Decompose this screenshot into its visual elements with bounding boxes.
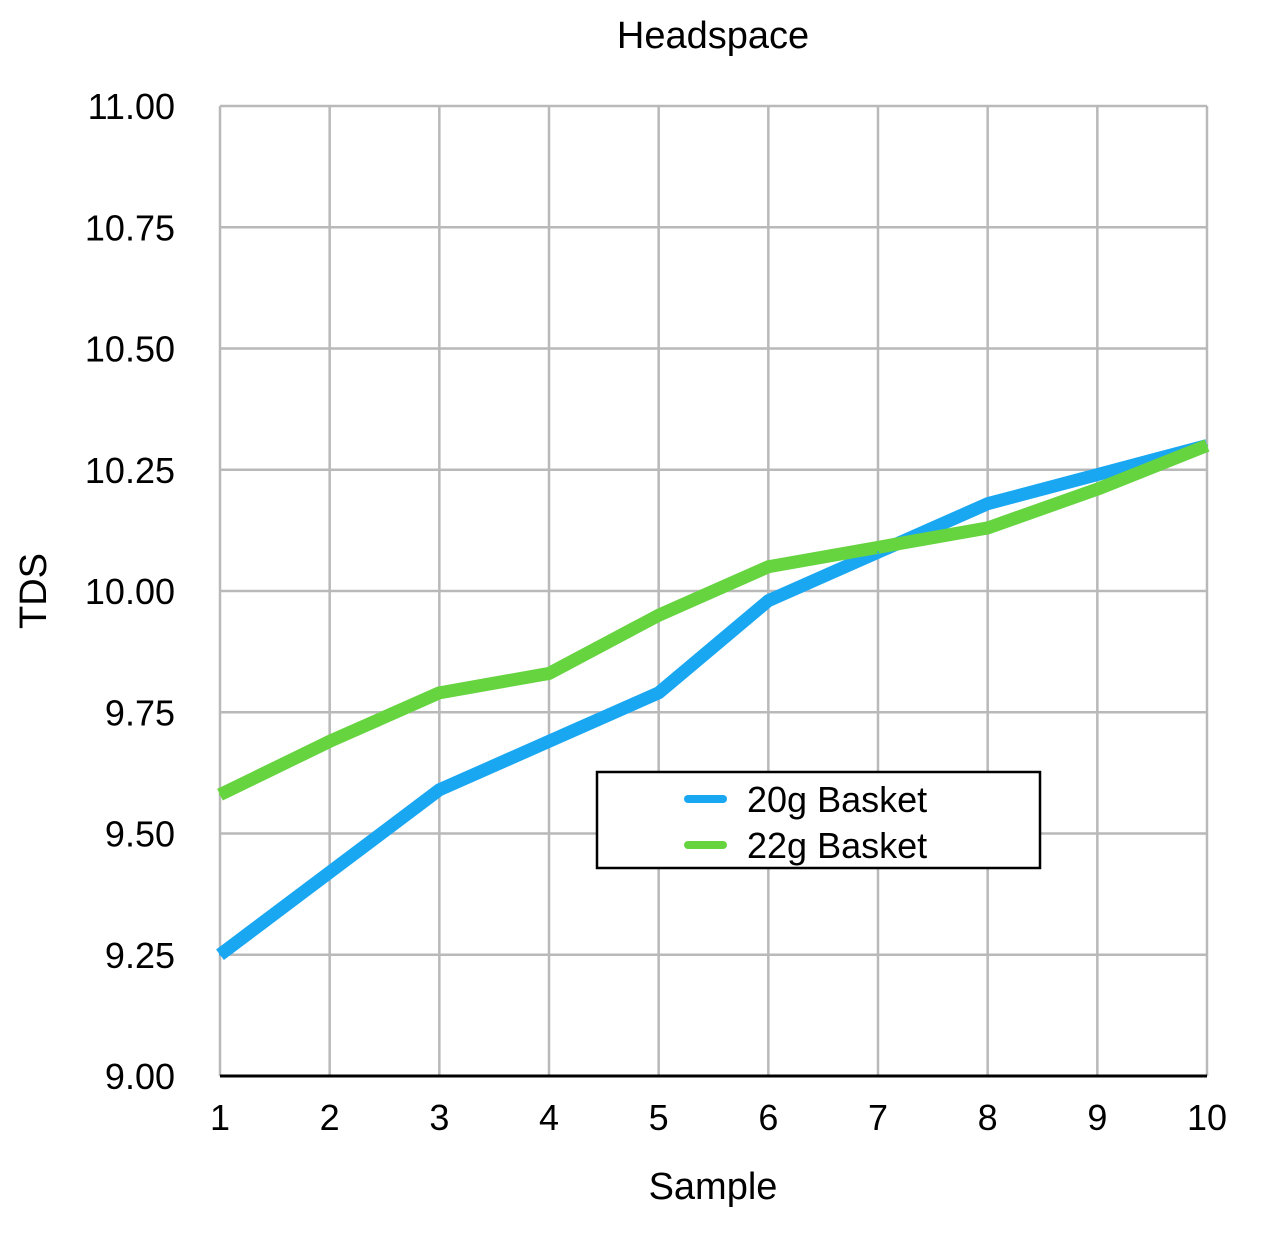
data-point-20g [328, 871, 331, 874]
data-point-22g [877, 546, 879, 549]
data-point-20g [548, 740, 550, 743]
data-point-20g [877, 551, 879, 554]
x-tick-label: 3 [429, 1097, 449, 1138]
y-tick-label: 10.00 [85, 571, 175, 612]
x-tick-label: 10 [1187, 1097, 1227, 1138]
x-tick-label: 7 [868, 1097, 888, 1138]
data-point-20g [986, 502, 989, 505]
x-tick-label: 8 [978, 1097, 998, 1138]
data-point-22g [548, 672, 550, 675]
y-tick-label: 9.00 [105, 1056, 175, 1097]
x-tick-label: 6 [758, 1097, 778, 1138]
data-point-22g [986, 526, 989, 529]
data-series [216, 439, 1210, 960]
series-line-20g [216, 439, 1209, 960]
y-tick-label: 9.50 [105, 814, 175, 855]
data-point-22g [438, 691, 441, 694]
y-tick-label: 9.75 [105, 692, 175, 733]
y-tick-label: 10.50 [85, 329, 175, 370]
data-point-22g [657, 614, 660, 617]
data-point-20g [767, 599, 770, 602]
x-tick-label: 4 [539, 1097, 559, 1138]
data-point-22g [767, 565, 770, 568]
data-point-20g [438, 788, 441, 791]
x-axis-tick-labels: 1 2 3 4 5 6 7 8 9 10 [210, 1097, 1227, 1138]
legend-box [595, 770, 1042, 870]
data-point-22g [1096, 488, 1099, 491]
x-tick-label: 5 [649, 1097, 669, 1138]
chart-title: Headspace [617, 15, 809, 57]
data-point-22g [219, 793, 221, 796]
data-point-20g [657, 691, 660, 694]
x-tick-label: 2 [320, 1097, 340, 1138]
y-axis-tick-labels: 9.00 9.25 9.50 9.75 10.00 10.25 10.50 10.75 11.0… [85, 86, 175, 1097]
data-point-22g [1206, 444, 1208, 447]
x-axis-title: Sample [649, 1166, 778, 1208]
y-tick-label: 10.75 [85, 207, 175, 248]
y-tick-label: 9.25 [105, 935, 175, 976]
data-point-20g [1096, 473, 1099, 476]
data-point-22g [328, 740, 331, 743]
y-axis-title: TDS [13, 553, 55, 629]
x-tick-label: 1 [210, 1097, 230, 1138]
legend: 20g Basket 22g Basket [595, 770, 1042, 870]
y-tick-label: 10.25 [85, 450, 175, 491]
legend-label-22g: 22g Basket [747, 825, 927, 866]
x-tick-label: 9 [1087, 1097, 1107, 1138]
legend-label-20g: 20g Basket [747, 779, 927, 820]
y-tick-label: 11.00 [88, 86, 175, 127]
series-line-22g [217, 439, 1210, 801]
data-points [219, 444, 1208, 956]
data-point-20g [219, 953, 221, 956]
